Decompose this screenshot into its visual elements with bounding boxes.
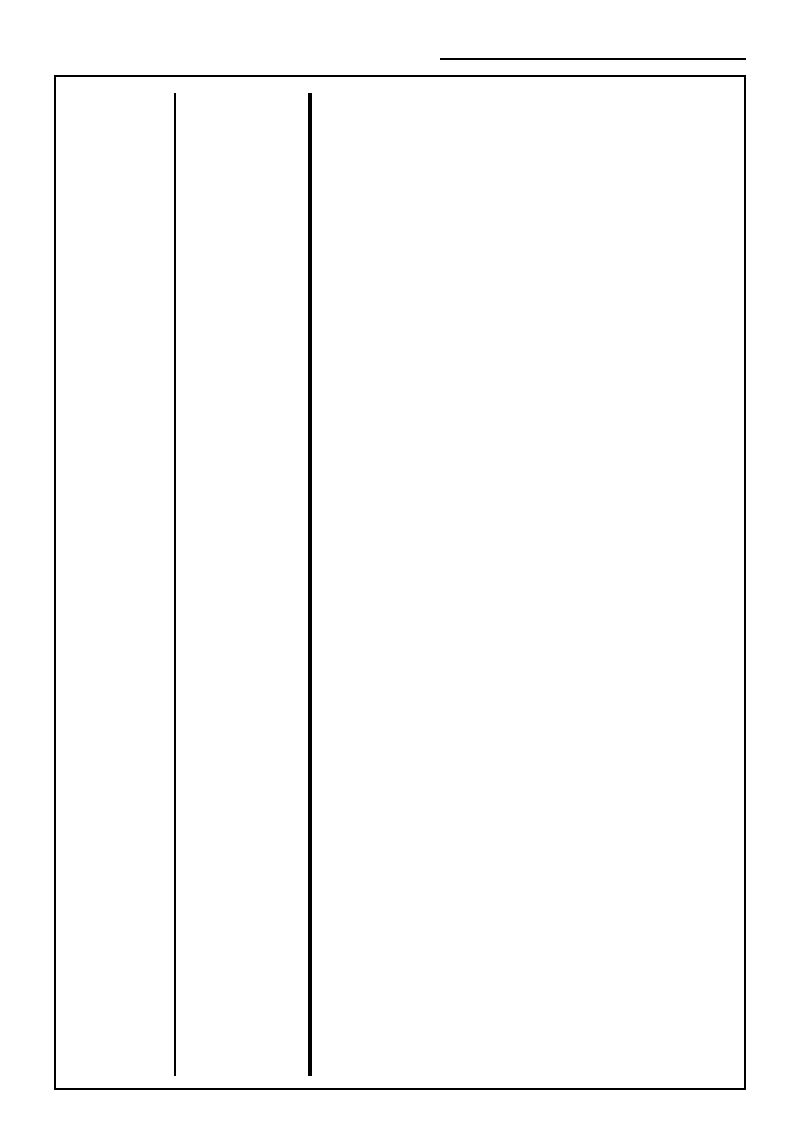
footnote-right xyxy=(66,605,166,1077)
volume-panel xyxy=(174,93,304,1076)
footnote-left xyxy=(66,93,166,565)
chart-rotated-content xyxy=(56,77,746,1090)
chart-frame xyxy=(54,75,746,1090)
page-header xyxy=(740,30,746,56)
footnotes xyxy=(66,93,166,1076)
header-rule xyxy=(440,58,746,60)
price-panel xyxy=(308,93,708,1076)
